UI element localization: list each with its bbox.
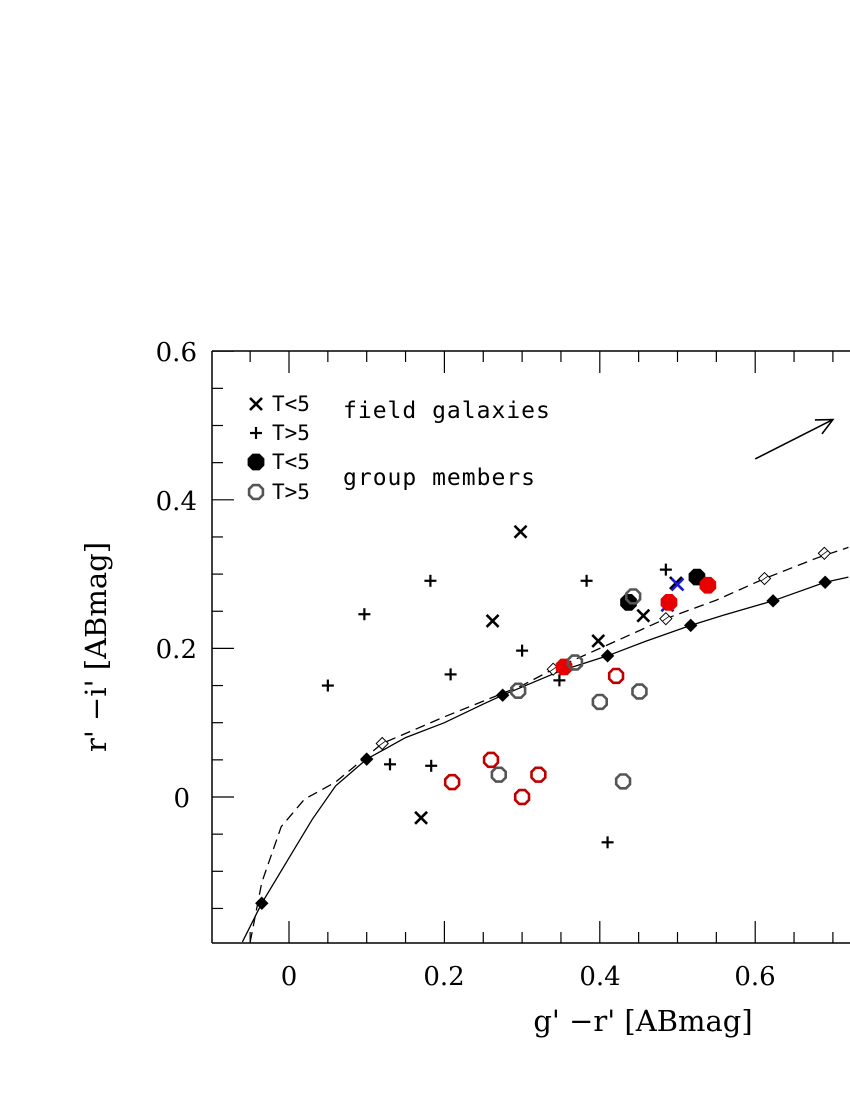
filled-diamond-marker (766, 594, 780, 608)
open-octagon-marker (530, 766, 547, 783)
arrow-shaft (754, 418, 834, 460)
open-octagon-marker (631, 683, 648, 700)
diamond-inner-line (820, 550, 828, 557)
open-octagon-marker (607, 667, 625, 685)
cross-marker-stroke (485, 613, 500, 628)
open-octagon-marker (624, 588, 642, 605)
filled-octagon-marker (699, 576, 717, 594)
open-octagon-marker (509, 682, 527, 700)
open-octagon-marker (513, 788, 531, 806)
cross-marker-stroke (513, 524, 528, 539)
open-octagon-marker (614, 773, 632, 790)
x-tick-label: 0.2 (423, 962, 464, 992)
open-octagon-marker (566, 654, 584, 671)
filled-diamond-marker (818, 575, 832, 589)
model-curves (241, 546, 849, 943)
open-octagon-marker (247, 483, 265, 501)
model-curve-solid (241, 576, 849, 943)
x-axis-label: g' −r' [ABmag] (533, 1004, 752, 1038)
cross-marker-stroke (249, 397, 263, 411)
reddening-arrow (754, 418, 835, 460)
cross-marker-stroke (670, 577, 685, 592)
filled-octagon-marker (247, 453, 265, 471)
x-tick-label: 0 (281, 962, 298, 992)
tick-labels: 0 0.2 0.4 0.6 0 0.2 0.4 0.6 (156, 338, 776, 992)
legend-label-group-late: T>5 (272, 480, 310, 504)
legend-label-group-early: T<5 (272, 450, 310, 474)
legend-label-field-late: T>5 (272, 421, 310, 445)
diamond-inner-line (760, 575, 769, 582)
filled-diamond-marker (684, 618, 698, 633)
plot-axes (211, 350, 850, 944)
x-tick-label: 0.6 (734, 962, 775, 992)
diamond-inner-line (549, 666, 557, 672)
annotation-group-members: group members (343, 465, 536, 491)
y-tick-label: 0.4 (156, 487, 197, 517)
open-octagon-marker (490, 766, 508, 783)
legend: T<5 T>5 T<5 T>5 (247, 392, 310, 504)
open-octagon-marker (591, 693, 609, 711)
filled-diamond-marker (600, 649, 615, 663)
cross-marker-stroke (414, 810, 429, 825)
diamond-inner-line (378, 740, 386, 747)
legend-label-field-early: T<5 (272, 392, 310, 416)
open-octagon-marker (482, 751, 500, 769)
annotation-field-galaxies: field galaxies (343, 398, 551, 424)
model-curve-dashed (249, 546, 849, 943)
y-tick-label: 0.2 (156, 635, 197, 665)
diamond-inner-line (662, 615, 670, 622)
cross-marker-stroke (636, 608, 651, 623)
arrow-head (814, 418, 835, 435)
open-octagon-marker (443, 773, 461, 791)
cross-marker-stroke (591, 634, 606, 648)
filled-diamond-marker (359, 752, 374, 766)
data-points (321, 524, 717, 849)
filled-octagon-marker (660, 594, 678, 611)
y-axis-label: r' −i' [ABmag] (79, 542, 113, 752)
y-tick-label: 0.6 (156, 338, 197, 368)
y-tick-label: 0 (173, 784, 190, 814)
x-tick-label: 0.4 (579, 962, 620, 992)
